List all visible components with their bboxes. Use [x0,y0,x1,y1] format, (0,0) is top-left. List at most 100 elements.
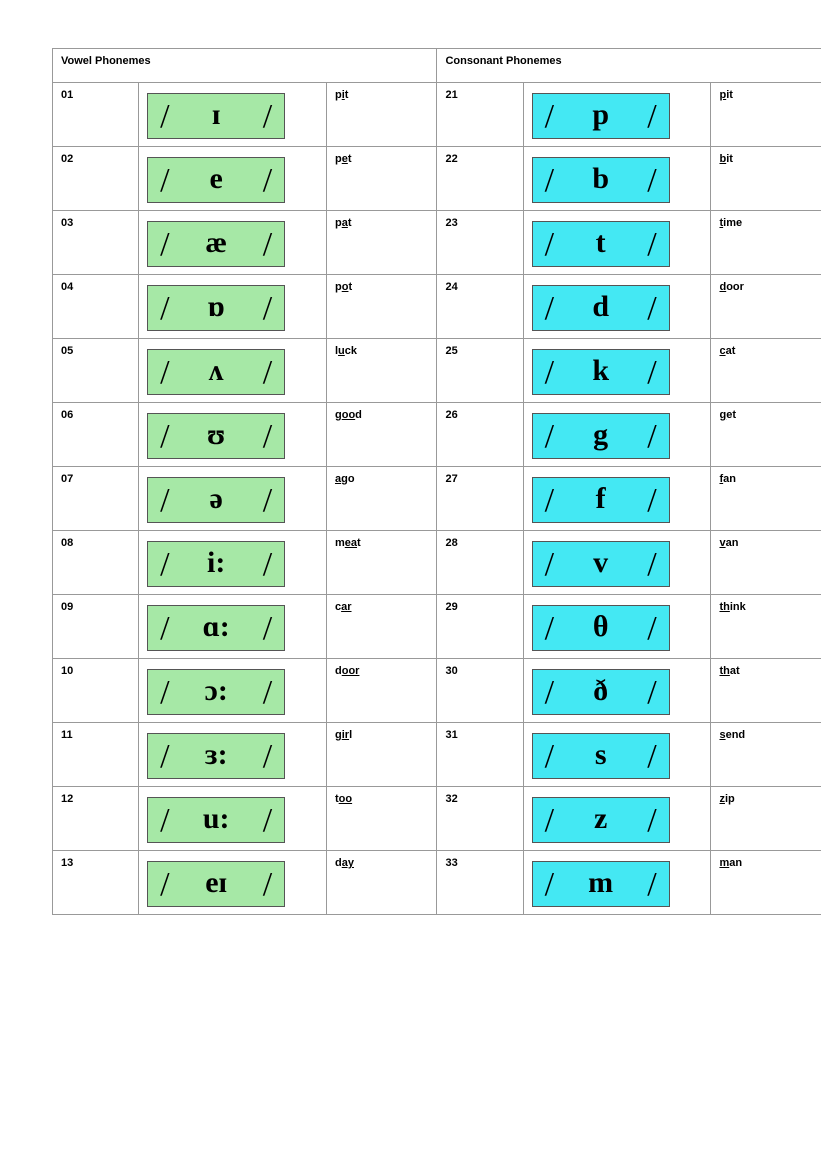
consonant-badge-cell: /d/ [523,275,711,339]
vowel-badge-cell: /ɜ:/ [139,723,327,787]
slash-icon: / [263,482,272,520]
phoneme-badge: /z/ [532,797,670,843]
phoneme-badge: /m/ [532,861,670,907]
table-row: 12/u:/too32/z/zip [53,787,821,851]
example-word: send [719,729,745,741]
vowel-word-cell: girl [326,723,437,787]
consonant-number: 28 [437,531,523,595]
vowel-number: 10 [53,659,139,723]
table-row: 13/eɪ/day33/m/man [53,851,821,915]
slash-icon: / [647,418,656,456]
phoneme-badge: /k/ [532,349,670,395]
vowel-badge-cell: /ɒ/ [139,275,327,339]
table-row: 05/ʌ/luck25/k/cat [53,339,821,403]
vowel-number: 02 [53,147,139,211]
slash-icon: / [263,866,272,904]
table-row: 07/ə/ago27/f/fan [53,467,821,531]
consonant-number: 29 [437,595,523,659]
slash-icon: / [647,738,656,776]
slash-icon: / [263,738,272,776]
example-word: door [335,665,359,677]
example-word: cat [719,345,735,357]
phoneme-badge: /ʊ/ [147,413,285,459]
slash-icon: / [263,290,272,328]
phoneme-badge: /ɜ:/ [147,733,285,779]
example-word: girl [335,729,352,741]
consonant-badge-cell: /m/ [523,851,711,915]
vowel-badge-cell: /i:/ [139,531,327,595]
consonant-number: 32 [437,787,523,851]
vowel-number: 13 [53,851,139,915]
consonant-word-cell: send [711,723,821,787]
consonant-badge-cell: /s/ [523,723,711,787]
table-row: 04/ɒ/pot24/d/door [53,275,821,339]
vowel-number: 04 [53,275,139,339]
phoneme-badge: /t/ [532,221,670,267]
vowel-number: 11 [53,723,139,787]
example-word: bit [719,153,732,165]
consonant-badge-cell: /t/ [523,211,711,275]
vowel-word-cell: pet [326,147,437,211]
vowel-number: 05 [53,339,139,403]
table-row: 06/ʊ/good26/g/get [53,403,821,467]
slash-icon: / [263,674,272,712]
vowel-word-cell: too [326,787,437,851]
consonant-number: 22 [437,147,523,211]
vowel-word-cell: pit [326,83,437,147]
example-word: get [719,409,736,421]
example-word: think [719,601,745,613]
consonant-word-cell: man [711,851,821,915]
example-word: time [719,217,742,229]
phoneme-badge: /θ/ [532,605,670,651]
vowel-number: 09 [53,595,139,659]
vowel-word-cell: ago [326,467,437,531]
example-word: pit [335,89,348,101]
phoneme-badge: /v/ [532,541,670,587]
phoneme-badge: /b/ [532,157,670,203]
slash-icon: / [263,546,272,584]
phoneme-badge: /ɪ/ [147,93,285,139]
vowel-badge-cell: /ɪ/ [139,83,327,147]
phoneme-badge: /g/ [532,413,670,459]
header-consonant: Consonant Phonemes [437,49,821,83]
phoneme-badge: /i:/ [147,541,285,587]
vowel-badge-cell: /ɔ:/ [139,659,327,723]
consonant-word-cell: get [711,403,821,467]
phoneme-badge: /ð/ [532,669,670,715]
phoneme-badge: /ɒ/ [147,285,285,331]
consonant-word-cell: cat [711,339,821,403]
phoneme-table: Vowel Phonemes Consonant Phonemes 01/ɪ/p… [52,48,821,915]
consonant-badge-cell: /b/ [523,147,711,211]
example-word: man [719,857,742,869]
vowel-badge-cell: /eɪ/ [139,851,327,915]
vowel-badge-cell: /ʌ/ [139,339,327,403]
slash-icon: / [647,226,656,264]
consonant-number: 23 [437,211,523,275]
consonant-word-cell: bit [711,147,821,211]
vowel-number: 03 [53,211,139,275]
consonant-number: 30 [437,659,523,723]
example-word: day [335,857,354,869]
table-row: 03/æ/pat23/t/time [53,211,821,275]
example-word: pit [719,89,732,101]
phoneme-badge: /ʌ/ [147,349,285,395]
consonant-badge-cell: /z/ [523,787,711,851]
vowel-number: 06 [53,403,139,467]
table-row: 01/ɪ/pit21/p/pit [53,83,821,147]
example-word: that [719,665,739,677]
consonant-word-cell: that [711,659,821,723]
example-word: pat [335,217,352,229]
phoneme-badge: /f/ [532,477,670,523]
consonant-word-cell: zip [711,787,821,851]
vowel-number: 01 [53,83,139,147]
slash-icon: / [647,482,656,520]
example-word: zip [719,793,734,805]
vowel-word-cell: car [326,595,437,659]
consonant-number: 24 [437,275,523,339]
phoneme-badge: /eɪ/ [147,861,285,907]
vowel-word-cell: meat [326,531,437,595]
slash-icon: / [263,226,272,264]
consonant-number: 27 [437,467,523,531]
vowel-word-cell: day [326,851,437,915]
phoneme-badge: /ɔ:/ [147,669,285,715]
